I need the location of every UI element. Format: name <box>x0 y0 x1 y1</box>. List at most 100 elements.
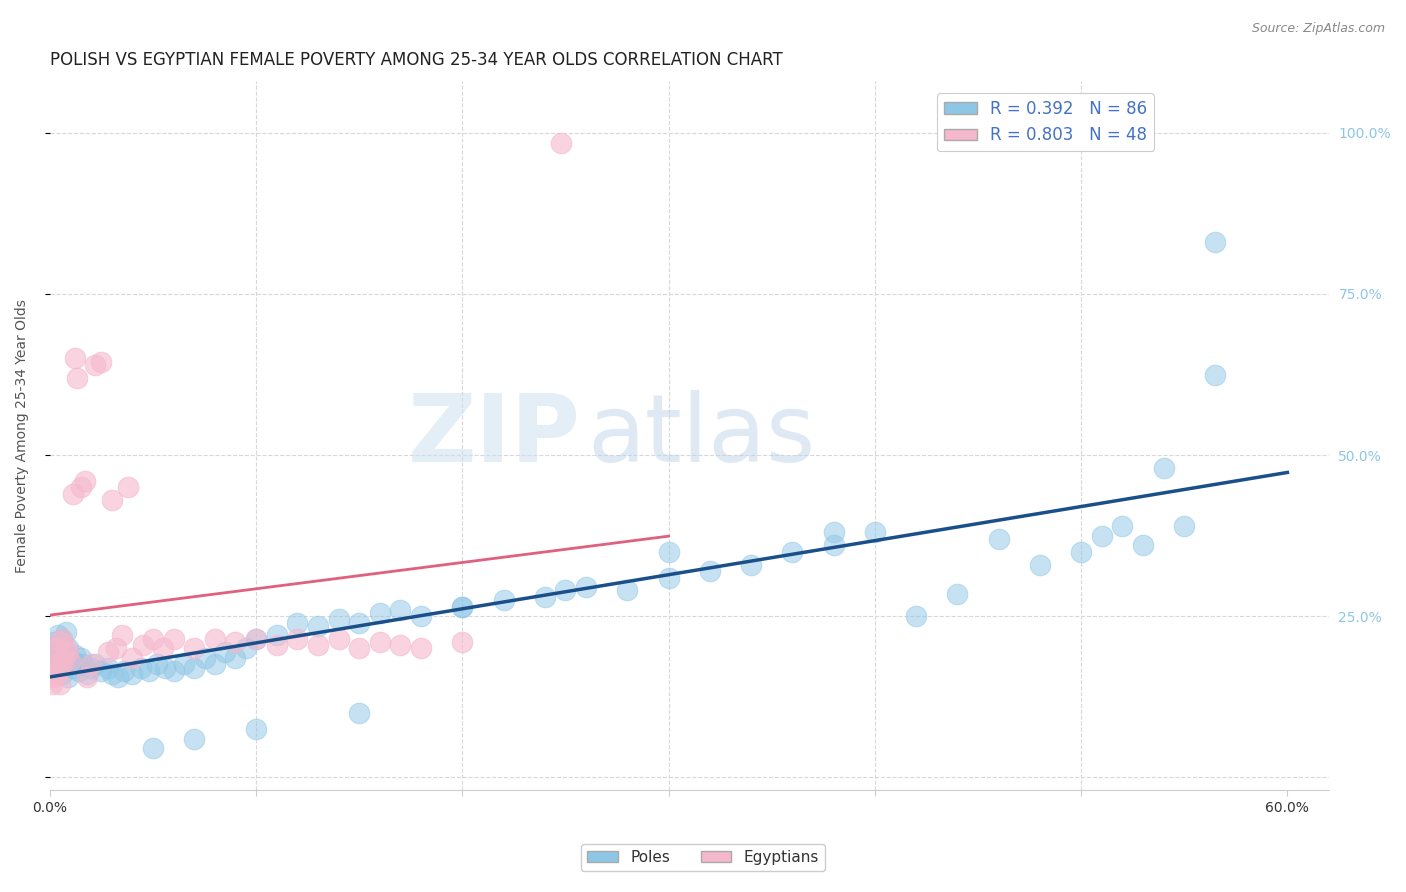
Point <box>214 644 236 658</box>
Point <box>62 487 84 501</box>
Point <box>41 677 63 691</box>
Point <box>347 641 370 656</box>
Point <box>266 628 288 642</box>
Point <box>49 648 72 662</box>
Point <box>183 731 205 746</box>
Point <box>307 638 329 652</box>
Point <box>1204 368 1226 382</box>
Point <box>235 641 257 656</box>
Point <box>658 570 681 584</box>
Point <box>51 657 73 672</box>
Point <box>100 493 122 508</box>
Y-axis label: Female Poverty Among 25-34 Year Olds: Female Poverty Among 25-34 Year Olds <box>15 299 30 573</box>
Point <box>55 651 77 665</box>
Point <box>183 641 205 656</box>
Point <box>152 641 174 656</box>
Point <box>823 538 845 552</box>
Point <box>782 545 804 559</box>
Point <box>45 644 67 658</box>
Point <box>1153 461 1175 475</box>
Point <box>173 657 195 672</box>
Point <box>104 641 127 656</box>
Point <box>183 661 205 675</box>
Point <box>121 667 143 681</box>
Point <box>69 651 91 665</box>
Point <box>347 615 370 630</box>
Point <box>84 358 107 372</box>
Point <box>492 593 515 607</box>
Point <box>245 632 267 646</box>
Point <box>53 644 76 658</box>
Point <box>63 351 86 366</box>
Point <box>41 641 63 656</box>
Text: Source: ZipAtlas.com: Source: ZipAtlas.com <box>1251 22 1385 36</box>
Point <box>42 635 65 649</box>
Point <box>111 628 134 642</box>
Point <box>51 667 73 681</box>
Point <box>389 603 412 617</box>
Point <box>59 651 82 665</box>
Point <box>46 628 69 642</box>
Point <box>97 661 120 675</box>
Point <box>204 632 226 646</box>
Point <box>90 664 112 678</box>
Point <box>863 525 886 540</box>
Text: ZIP: ZIP <box>408 390 581 482</box>
Point <box>389 638 412 652</box>
Text: POLISH VS EGYPTIAN FEMALE POVERTY AMONG 25-34 YEAR OLDS CORRELATION CHART: POLISH VS EGYPTIAN FEMALE POVERTY AMONG … <box>49 51 783 69</box>
Point <box>76 667 98 681</box>
Point <box>328 632 350 646</box>
Point <box>53 657 76 672</box>
Point <box>55 641 77 656</box>
Point <box>131 638 153 652</box>
Point <box>84 657 107 672</box>
Point <box>987 532 1010 546</box>
Point <box>534 590 557 604</box>
Point <box>285 632 308 646</box>
Point <box>72 657 94 672</box>
Point <box>46 661 69 675</box>
Point <box>368 635 391 649</box>
Point <box>1091 528 1114 542</box>
Point <box>53 651 76 665</box>
Point <box>347 706 370 720</box>
Point <box>162 664 184 678</box>
Point <box>138 664 160 678</box>
Point <box>51 632 73 646</box>
Point <box>80 661 103 675</box>
Point <box>63 648 86 662</box>
Point <box>411 609 433 624</box>
Point <box>51 632 73 646</box>
Point <box>129 661 152 675</box>
Point <box>45 641 67 656</box>
Point <box>307 619 329 633</box>
Point <box>285 615 308 630</box>
Point <box>49 635 72 649</box>
Point <box>328 612 350 626</box>
Point <box>699 564 721 578</box>
Point <box>368 606 391 620</box>
Point <box>204 657 226 672</box>
Point <box>1111 519 1133 533</box>
Text: atlas: atlas <box>586 390 815 482</box>
Point <box>550 136 572 150</box>
Point <box>1070 545 1092 559</box>
Point <box>946 586 969 600</box>
Point <box>67 664 90 678</box>
Point <box>1173 519 1195 533</box>
Legend: R = 0.392   N = 86, R = 0.803   N = 48: R = 0.392 N = 86, R = 0.803 N = 48 <box>936 94 1154 151</box>
Point <box>740 558 762 572</box>
Point <box>58 641 80 656</box>
Point <box>155 661 177 675</box>
Point <box>823 525 845 540</box>
Point <box>97 644 120 658</box>
Point <box>69 480 91 494</box>
Point <box>117 480 139 494</box>
Point <box>451 599 474 614</box>
Point <box>1029 558 1052 572</box>
Point <box>224 635 246 649</box>
Point <box>76 670 98 684</box>
Point <box>142 741 165 756</box>
Point <box>58 644 80 658</box>
Point <box>80 657 103 672</box>
